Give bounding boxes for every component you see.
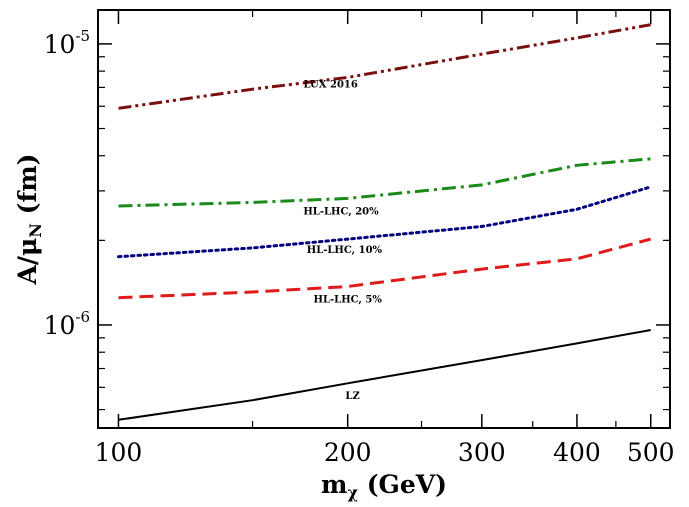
x-tick-label-1: 200	[324, 438, 372, 467]
series-label-0: LUX 2016	[304, 79, 358, 90]
series-label-3: HL-LHC, 5%	[314, 295, 383, 306]
series-layer	[117, 23, 653, 421]
tick-layer: 100 200 300 400 500 10-6 10-5	[44, 10, 675, 467]
series-line-4	[118, 329, 651, 421]
series-line-3	[118, 237, 652, 300]
x-axis-title-main: m	[321, 470, 347, 499]
series-line-0	[118, 23, 651, 110]
x-tick-label-0: 100	[95, 438, 143, 467]
y-axis-title: A/μN (fm)	[13, 153, 45, 285]
series-line-2	[117, 185, 653, 259]
series-label-1: HL-LHC, 20%	[303, 207, 379, 218]
y-axis-title-main: A/μ	[13, 238, 42, 286]
y-tick-label-1: 10-5	[44, 27, 90, 59]
series-label-2: HL-LHC, 10%	[307, 245, 383, 256]
y-axis-title-sub: N	[26, 223, 45, 238]
x-tick-label-4: 500	[627, 438, 675, 467]
plot-frame	[97, 9, 671, 429]
y-axis-title-rest: (fm)	[13, 153, 42, 223]
x-tick-label-3: 400	[553, 438, 601, 467]
series-label-layer: LUX 2016 HL-LHC, 20% HL-LHC, 10% HL-LHC, 5%…	[303, 79, 382, 402]
x-tick-label-2: 300	[458, 438, 506, 467]
x-axis-title-rest: (GeV)	[358, 470, 447, 499]
y-tick-label-0: 10-6	[44, 308, 90, 340]
series-label-4: LZ	[345, 391, 359, 402]
x-axis-title: mχ (GeV)	[321, 470, 447, 502]
x-axis-title-sub: χ	[347, 483, 358, 502]
series-line-1	[118, 157, 651, 208]
